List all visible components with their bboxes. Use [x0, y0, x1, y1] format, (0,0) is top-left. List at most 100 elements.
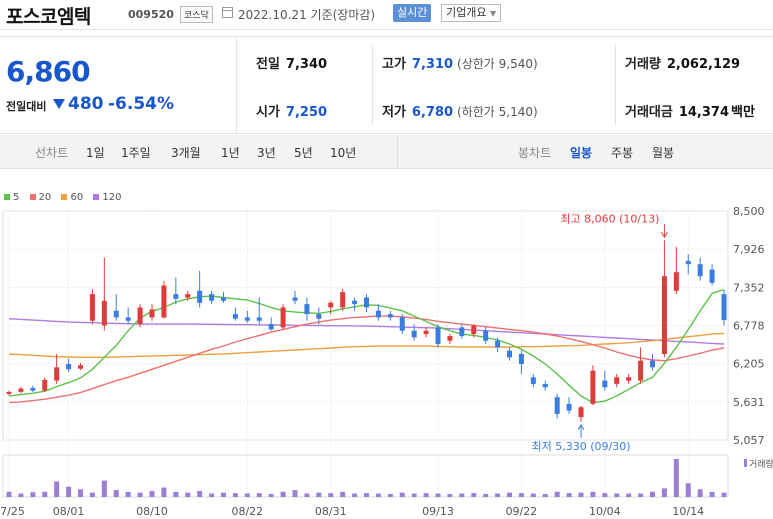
- trade-amount: 거래대금 14,374 백만: [625, 105, 755, 120]
- current-price: 6,860: [6, 55, 91, 88]
- candle-body: [149, 309, 155, 318]
- candle-body: [542, 383, 548, 388]
- candle-body: [268, 324, 274, 330]
- candle-body: [459, 327, 465, 337]
- market-badge: 코스닥: [180, 6, 213, 23]
- volume-bar: [638, 493, 644, 497]
- y-tick-label: 8,500: [733, 205, 765, 218]
- legend-ma20: 20: [29, 192, 51, 203]
- x-tick-label: 08/01: [53, 505, 85, 518]
- low-price: 저가 6,780 (하한가 5,140): [382, 105, 538, 120]
- period-1d[interactable]: 1일: [86, 146, 105, 160]
- volume-bar: [495, 493, 501, 497]
- period-1y[interactable]: 1년: [221, 146, 240, 160]
- volume-bar: [518, 493, 524, 497]
- volume-bar: [149, 490, 155, 497]
- volume-bar: [256, 493, 262, 497]
- volume-bar: [268, 493, 274, 497]
- volume-bar: [137, 492, 143, 497]
- volume-bar: [614, 493, 620, 497]
- candle-body: [340, 292, 346, 308]
- volume-bar: [673, 459, 679, 497]
- volume-bar: [650, 491, 655, 497]
- candle-weekly[interactable]: 주봉: [611, 146, 634, 160]
- candle-body: [602, 380, 608, 388]
- low-annotation: 최저 5,330 (09/30): [531, 440, 630, 453]
- candle-body: [423, 330, 429, 335]
- volume-bar: [316, 492, 322, 497]
- volume-bar: [602, 493, 608, 497]
- volume-bar: [566, 493, 572, 497]
- x-tick-label: 08/31: [315, 505, 347, 518]
- candle-daily[interactable]: 일봉: [570, 146, 593, 160]
- period-10y[interactable]: 10년: [330, 146, 357, 160]
- volume-bar: [101, 480, 107, 497]
- realtime-button[interactable]: 실시간: [393, 4, 432, 22]
- candle-body: [411, 330, 417, 338]
- candle-body: [697, 264, 703, 277]
- volume-bar: [709, 491, 715, 497]
- candle-body: [566, 403, 572, 411]
- divider: [397, 135, 398, 169]
- candle-body: [6, 391, 12, 394]
- candle-body: [650, 360, 655, 368]
- candle-body: [173, 294, 179, 299]
- candle-body: [495, 340, 501, 348]
- high-price: 고가 7,310 (상한가 9,540): [382, 57, 538, 72]
- volume-bar: [113, 490, 119, 497]
- candle-body: [30, 387, 36, 391]
- company-overview-dropdown[interactable]: 기업개요 ▼: [441, 4, 502, 22]
- volume-bar: [685, 483, 691, 497]
- period-3y[interactable]: 3년: [257, 146, 276, 160]
- candle-body: [507, 350, 512, 358]
- y-tick-label: 6,205: [733, 358, 765, 371]
- candle-monthly[interactable]: 월봉: [652, 146, 675, 160]
- candle-body: [387, 314, 393, 318]
- volume-bar: [423, 493, 429, 497]
- ma120-line: [8, 318, 725, 345]
- period-3m[interactable]: 3개월: [171, 146, 201, 160]
- candle-body: [471, 325, 477, 335]
- open-price: 시가 7,250: [256, 105, 328, 120]
- volume-legend-label: 거래량: [749, 458, 773, 470]
- candle-body: [614, 377, 620, 384]
- candle-body: [626, 377, 632, 381]
- candle-body: [685, 260, 691, 265]
- y-tick-label: 6,778: [733, 320, 765, 333]
- candle-body: [364, 297, 369, 308]
- change-label: 전일대비: [6, 100, 47, 113]
- legend-ma60: 60: [61, 192, 83, 203]
- candle-body: [209, 294, 215, 301]
- volume-bar: [387, 493, 393, 497]
- volume-bar: [66, 486, 72, 497]
- candle-body: [518, 354, 524, 364]
- volume-bar: [471, 493, 477, 497]
- volume-bar: [435, 493, 441, 497]
- y-tick-label: 7,926: [733, 243, 765, 256]
- low-arrow: [577, 423, 585, 431]
- candle-body: [113, 310, 119, 318]
- volume-bar: [554, 491, 560, 497]
- volume-bar: [78, 489, 83, 497]
- candle-body: [161, 285, 167, 318]
- volume-bar: [18, 493, 24, 497]
- volume-bar: [54, 481, 60, 497]
- prev-close: 전일 7,340: [256, 57, 328, 72]
- high-annotation: 최고 8,060 (10/13): [560, 212, 659, 225]
- period-5y[interactable]: 5년: [294, 146, 313, 160]
- volume-bar: [292, 490, 298, 497]
- period-1w[interactable]: 1주일: [121, 146, 151, 160]
- candle-body: [530, 377, 536, 384]
- candle-body: [137, 307, 143, 325]
- volume-bar: [364, 493, 369, 497]
- chart-legend: 5 20 60 120: [4, 192, 129, 203]
- volume-bar: [197, 490, 203, 497]
- volume-bar: [721, 492, 727, 497]
- line-chart-label: 선차트: [35, 146, 69, 160]
- candle-body: [185, 294, 191, 298]
- candle-body: [89, 294, 95, 321]
- stock-header: 포스코엠텍 009520 코스닥 2022.10.21 기준(장마감) 실시간 …: [0, 0, 773, 30]
- volume-legend-swatch: [744, 459, 747, 467]
- volume-bar: [661, 488, 667, 497]
- y-tick-label: 7,352: [733, 281, 765, 294]
